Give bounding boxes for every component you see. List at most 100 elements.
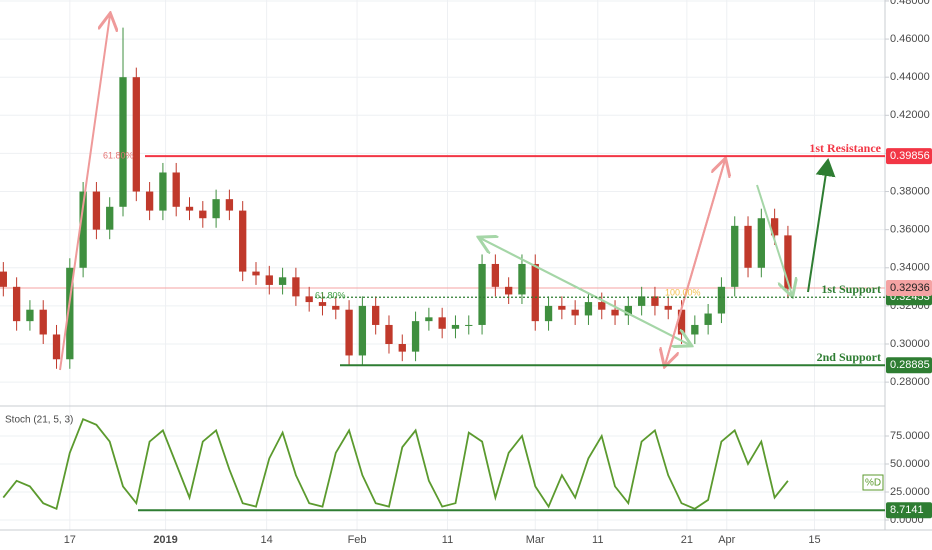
y-tick-label: 0.48000 [890, 0, 930, 7]
candle-body [92, 191, 101, 230]
candle-body [132, 77, 140, 192]
candle-body [252, 271, 260, 276]
x-tick-label: 15 [808, 534, 820, 546]
candle-body [664, 305, 672, 310]
candle-body [465, 324, 473, 326]
candle-body [531, 263, 539, 322]
candle-body [318, 302, 327, 306]
candle-body [292, 277, 300, 297]
candle-body [558, 305, 566, 310]
candle-body [225, 199, 234, 211]
price-box [886, 502, 932, 519]
fib-label: 100.00% [665, 288, 701, 298]
x-tick-label: Apr [718, 534, 735, 546]
x-tick-label: Mar [526, 534, 545, 546]
x-tick-label: Feb [348, 534, 367, 546]
candle-body [784, 235, 792, 289]
legend-box [862, 474, 884, 491]
x-tick-label: 17 [64, 534, 76, 546]
candle-body [278, 277, 287, 285]
arrow [807, 158, 836, 293]
indicator-title: Stoch (21, 5, 3) [5, 415, 73, 426]
x-tick-label: 11 [442, 534, 453, 546]
candle-body [265, 275, 273, 285]
candle-body [677, 309, 686, 335]
candle-body [651, 296, 659, 306]
candle-body [106, 206, 114, 230]
candle-body [544, 305, 553, 322]
candle-body [478, 263, 486, 325]
candle-body [731, 225, 739, 287]
price-box-label: 0.28885 [890, 359, 930, 371]
candle-body [704, 313, 712, 325]
candle-body [26, 309, 34, 322]
price-box-label: 0.39856 [890, 150, 930, 162]
price-box [886, 357, 932, 374]
candle-body [438, 317, 446, 329]
candle-body [385, 324, 393, 345]
candle-body [145, 191, 154, 211]
y-tick-label: 75.0000 [890, 430, 930, 442]
candle-body [39, 309, 47, 335]
level-name: 1st Resistance [809, 141, 881, 155]
y-tick-label: 0.34000 [890, 262, 930, 274]
candle-body [212, 199, 220, 219]
candle-body [159, 172, 167, 211]
candle-body [757, 218, 765, 268]
candle-body [358, 305, 367, 356]
price-box-label: 0.32936 [890, 282, 930, 294]
x-tick-label: 2019 [153, 534, 177, 546]
price-box-label: 8.7141 [890, 504, 924, 516]
y-tick-label: 0.44000 [890, 71, 930, 83]
candle-body [770, 218, 779, 236]
y-tick-label: 0.30000 [890, 338, 930, 350]
candle-body [518, 263, 526, 295]
candle-body [119, 77, 127, 207]
y-tick-label: 0.36000 [890, 224, 930, 236]
fib-label: 61.80% [103, 151, 134, 161]
candle-body [398, 344, 406, 352]
level-name: 2nd Support [817, 350, 881, 364]
arrow [479, 237, 690, 345]
x-tick-label: 14 [261, 534, 273, 546]
candle-body [411, 321, 420, 352]
candle-body [425, 317, 433, 322]
candle-body [12, 286, 21, 322]
candle-body [637, 296, 646, 306]
candle-body [0, 271, 7, 287]
y-tick-label: 0.38000 [890, 185, 930, 197]
x-tick-label: 21 [681, 534, 693, 546]
candle-body [571, 309, 579, 316]
legend-label: %D [865, 478, 881, 489]
arrow [756, 184, 792, 295]
candle-body [332, 305, 340, 310]
y-tick-label: 0.42000 [890, 109, 930, 121]
candle-body [66, 267, 74, 360]
candle-body [611, 309, 619, 316]
candle-body [345, 309, 353, 356]
candle-body [52, 334, 61, 360]
candle-body [199, 210, 207, 219]
candle-body [691, 324, 699, 335]
level-name: 1st Support [821, 282, 881, 296]
y-tick-label: 25.0000 [890, 486, 930, 498]
candle-body [172, 172, 180, 207]
x-tick-label: 11 [592, 534, 603, 546]
candle-body [505, 286, 513, 295]
analysis-arrows [59, 15, 836, 371]
candle-body [744, 225, 752, 268]
fib-label: 61.80% [315, 291, 346, 301]
candle-body [305, 296, 313, 303]
stoch-line [2, 418, 789, 511]
candle-body [185, 206, 194, 211]
arrow [59, 15, 110, 371]
arrow [665, 159, 726, 365]
candle-body [451, 324, 460, 329]
candle-body [624, 305, 633, 316]
price-box [886, 148, 932, 165]
y-tick-label: 0.46000 [890, 33, 930, 45]
candle-body [491, 263, 500, 287]
candle-body [717, 286, 726, 314]
y-tick-label: 0.28000 [890, 376, 930, 388]
